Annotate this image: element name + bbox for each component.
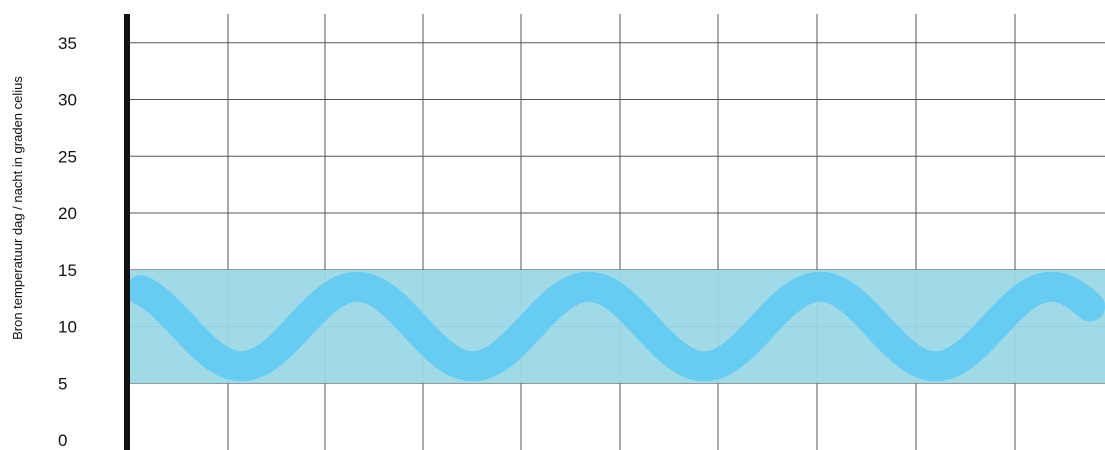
y-tick-label: 25 (58, 147, 77, 166)
y-tick-label: 5 (58, 374, 67, 393)
y-tick-label: 10 (58, 318, 77, 337)
y-tick-label: 35 (58, 34, 77, 53)
y-tick-labels: 0 5 10 15 20 25 30 35 (58, 34, 77, 450)
day-night-wave (126, 271, 1105, 382)
y-tick-label: 30 (58, 91, 77, 110)
y-axis-label: Bron temperatuur dag / nacht in graden c… (10, 76, 25, 340)
vertical-gridlines (227, 14, 1016, 450)
y-tick-label: 15 (58, 261, 77, 280)
y-tick-label: 20 (58, 204, 77, 223)
y-tick-label: 0 (58, 431, 67, 450)
